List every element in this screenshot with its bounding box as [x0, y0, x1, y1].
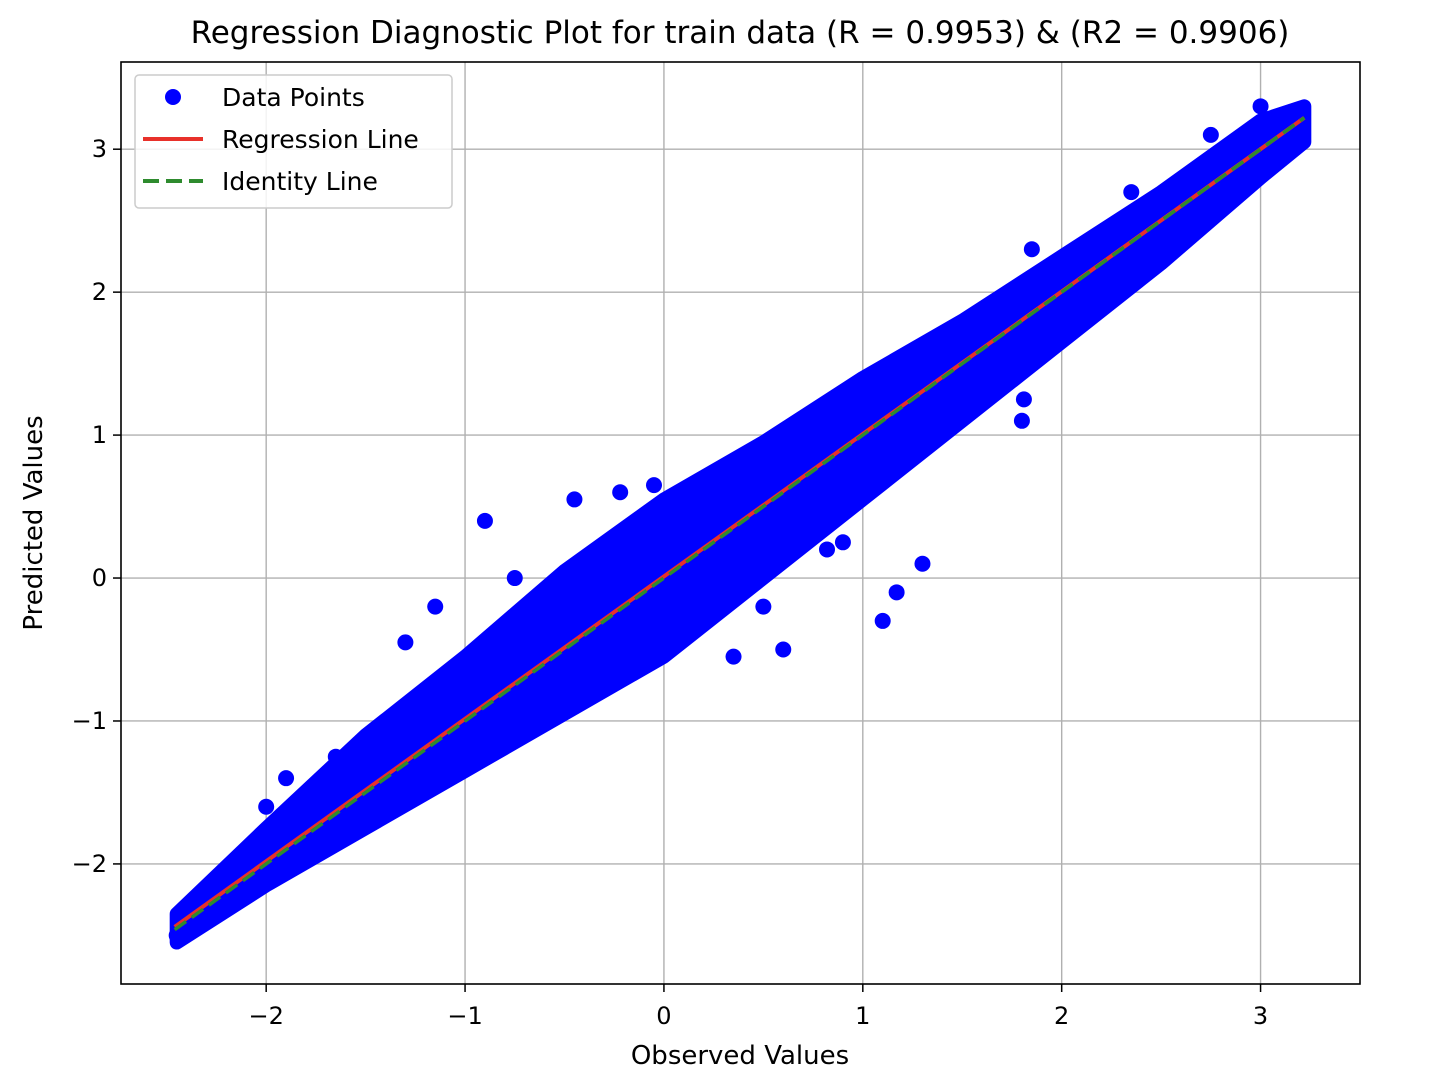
fit-lines [173, 116, 1306, 932]
legend-marker-data-points [165, 89, 181, 105]
legend-label-regression-line: Regression Line [222, 125, 419, 154]
data-points [168, 98, 1309, 944]
data-point [1202, 126, 1219, 143]
data-point [586, 684, 603, 701]
data-point [910, 441, 927, 458]
data-point [612, 484, 629, 501]
x-tick-label: −2 [248, 1002, 283, 1030]
data-point [486, 727, 503, 744]
x-tick-label: 1 [855, 1002, 870, 1030]
x-tick-label: 2 [1054, 1002, 1069, 1030]
x-axis: −2 −1 0 1 2 3 [248, 984, 1268, 1030]
y-tick-label: 0 [92, 564, 107, 592]
data-point [914, 555, 931, 572]
data-point [819, 541, 836, 558]
data-point [566, 698, 583, 715]
data-point [566, 491, 583, 508]
legend-box [134, 74, 453, 209]
data-point [1015, 391, 1032, 408]
data-point [755, 598, 772, 615]
data-point [258, 798, 275, 815]
data-point [427, 598, 444, 615]
data-point [476, 512, 493, 529]
data-point [218, 891, 235, 908]
data-point [974, 384, 991, 401]
data-point [536, 591, 553, 608]
plot-frame [120, 61, 1361, 985]
identity-line [173, 116, 1306, 932]
data-point [685, 505, 702, 522]
data-point [397, 634, 414, 651]
data-point [168, 927, 185, 944]
y-tick-label: 1 [92, 421, 107, 449]
y-tick-label: 3 [92, 135, 107, 163]
data-point [1013, 412, 1030, 429]
legend: Data Points Regression Line Identity Lin… [134, 74, 453, 209]
data-point [327, 748, 344, 765]
data-point [506, 570, 523, 587]
x-tick-label: 0 [656, 1002, 671, 1030]
data-point [1123, 184, 1140, 201]
data-point [278, 770, 295, 787]
data-point [1252, 98, 1269, 115]
data-point [645, 477, 662, 494]
y-tick-label: −1 [72, 707, 107, 735]
data-point [665, 620, 682, 637]
legend-label-data-points: Data Points [222, 83, 365, 112]
chart-title: Regression Diagnostic Plot for train dat… [191, 15, 1290, 51]
x-axis-label: Observed Values [631, 1041, 849, 1071]
data-point [874, 612, 891, 629]
legend-label-identity-line: Identity Line [222, 167, 378, 196]
data-point [834, 534, 851, 551]
y-tick-label: 2 [92, 278, 107, 306]
data-point [1023, 241, 1040, 258]
data-point [775, 641, 792, 658]
y-axis-label: Predicted Values [19, 415, 49, 630]
y-axis: −2 −1 0 1 2 3 [72, 135, 121, 878]
x-tick-label: −1 [447, 1002, 482, 1030]
y-tick-label: −2 [72, 850, 107, 878]
x-tick-label: 3 [1253, 1002, 1268, 1030]
data-point [888, 584, 905, 601]
data-point [725, 648, 742, 665]
